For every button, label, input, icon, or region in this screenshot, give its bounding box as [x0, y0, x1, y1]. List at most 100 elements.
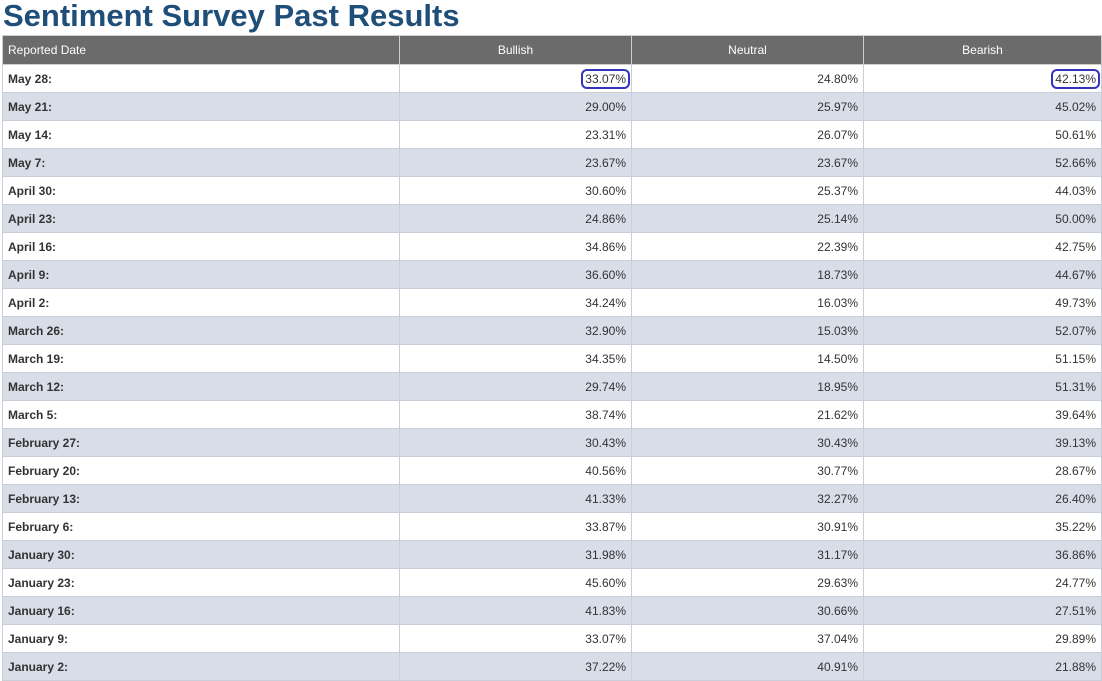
neutral-cell: 25.97%	[631, 92, 864, 121]
bullish-cell: 23.31%	[399, 120, 632, 149]
bullish-cell: 30.43%	[399, 428, 632, 457]
bullish-cell: 37.22%	[399, 652, 632, 681]
bullish-cell: 33.87%	[399, 512, 632, 541]
table-row: April 9: 36.60% 18.73% 44.67%	[2, 260, 1102, 289]
header-bullish: Bullish	[399, 35, 632, 65]
table-header-row: Reported Date Bullish Neutral Bearish	[2, 35, 1102, 65]
neutral-cell: 31.17%	[631, 540, 864, 569]
date-cell: February 6:	[2, 512, 400, 541]
bullish-cell: 34.35%	[399, 344, 632, 373]
bearish-cell: 24.77%	[863, 568, 1102, 597]
table-row: April 2: 34.24% 16.03% 49.73%	[2, 288, 1102, 317]
bearish-cell: 26.40%	[863, 484, 1102, 513]
neutral-cell: 30.77%	[631, 456, 864, 485]
bullish-cell: 30.60%	[399, 176, 632, 205]
bullish-cell: 31.98%	[399, 540, 632, 569]
table-row: March 12: 29.74% 18.95% 51.31%	[2, 372, 1102, 401]
neutral-cell: 22.39%	[631, 232, 864, 261]
bearish-cell: 36.86%	[863, 540, 1102, 569]
neutral-cell: 25.14%	[631, 204, 864, 233]
bullish-cell: 32.90%	[399, 316, 632, 345]
neutral-cell: 30.91%	[631, 512, 864, 541]
bearish-cell: 52.07%	[863, 316, 1102, 345]
results-table: Reported Date Bullish Neutral Bearish Ma…	[2, 35, 1102, 681]
neutral-cell: 30.43%	[631, 428, 864, 457]
bearish-cell: 50.61%	[863, 120, 1102, 149]
date-cell: April 2:	[2, 288, 400, 317]
page-title: Sentiment Survey Past Results	[3, 0, 460, 33]
neutral-cell: 26.07%	[631, 120, 864, 149]
table-row: March 26: 32.90% 15.03% 52.07%	[2, 316, 1102, 345]
neutral-cell: 25.37%	[631, 176, 864, 205]
date-cell: January 9:	[2, 624, 400, 653]
date-cell: March 12:	[2, 372, 400, 401]
date-cell: May 14:	[2, 120, 400, 149]
header-bearish: Bearish	[863, 35, 1102, 65]
table-row: February 20: 40.56% 30.77% 28.67%	[2, 456, 1102, 485]
bullish-cell: 33.07%	[399, 64, 632, 93]
neutral-cell: 18.95%	[631, 372, 864, 401]
bullish-cell: 41.83%	[399, 596, 632, 625]
bullish-cell: 41.33%	[399, 484, 632, 513]
neutral-cell: 30.66%	[631, 596, 864, 625]
date-cell: May 28:	[2, 64, 400, 93]
bearish-cell: 39.13%	[863, 428, 1102, 457]
bullish-cell: 45.60%	[399, 568, 632, 597]
date-cell: May 7:	[2, 148, 400, 177]
header-neutral: Neutral	[631, 35, 864, 65]
bearish-cell: 44.03%	[863, 176, 1102, 205]
table-row: March 19: 34.35% 14.50% 51.15%	[2, 344, 1102, 373]
bullish-cell: 34.24%	[399, 288, 632, 317]
table-row: January 23: 45.60% 29.63% 24.77%	[2, 568, 1102, 597]
table-row: January 16: 41.83% 30.66% 27.51%	[2, 596, 1102, 625]
neutral-cell: 23.67%	[631, 148, 864, 177]
bullish-cell: 34.86%	[399, 232, 632, 261]
neutral-cell: 16.03%	[631, 288, 864, 317]
table-row: May 28: 33.07% 24.80% 42.13%	[2, 64, 1102, 93]
bearish-cell: 49.73%	[863, 288, 1102, 317]
date-cell: January 16:	[2, 596, 400, 625]
date-cell: April 23:	[2, 204, 400, 233]
date-cell: April 9:	[2, 260, 400, 289]
bearish-cell: 45.02%	[863, 92, 1102, 121]
date-cell: March 5:	[2, 400, 400, 429]
date-cell: January 23:	[2, 568, 400, 597]
bullish-cell: 29.00%	[399, 92, 632, 121]
table-row: February 13: 41.33% 32.27% 26.40%	[2, 484, 1102, 513]
bullish-cell: 23.67%	[399, 148, 632, 177]
bearish-cell: 35.22%	[863, 512, 1102, 541]
bullish-cell: 36.60%	[399, 260, 632, 289]
bullish-cell: 38.74%	[399, 400, 632, 429]
neutral-cell: 29.63%	[631, 568, 864, 597]
neutral-cell: 21.62%	[631, 400, 864, 429]
neutral-cell: 18.73%	[631, 260, 864, 289]
neutral-cell: 24.80%	[631, 64, 864, 93]
bearish-cell: 21.88%	[863, 652, 1102, 681]
date-cell: May 21:	[2, 92, 400, 121]
bearish-cell: 42.75%	[863, 232, 1102, 261]
table-row: April 16: 34.86% 22.39% 42.75%	[2, 232, 1102, 261]
date-cell: March 26:	[2, 316, 400, 345]
neutral-cell: 32.27%	[631, 484, 864, 513]
bearish-cell: 51.15%	[863, 344, 1102, 373]
date-cell: January 30:	[2, 540, 400, 569]
table-row: January 2: 37.22% 40.91% 21.88%	[2, 652, 1102, 681]
date-cell: February 27:	[2, 428, 400, 457]
table-row: March 5: 38.74% 21.62% 39.64%	[2, 400, 1102, 429]
bullish-cell: 40.56%	[399, 456, 632, 485]
bullish-cell: 29.74%	[399, 372, 632, 401]
neutral-cell: 40.91%	[631, 652, 864, 681]
table-row: May 14: 23.31% 26.07% 50.61%	[2, 120, 1102, 149]
table-row: January 30: 31.98% 31.17% 36.86%	[2, 540, 1102, 569]
date-cell: April 16:	[2, 232, 400, 261]
bullish-cell: 33.07%	[399, 624, 632, 653]
highlight-circle: 42.13%	[1051, 68, 1100, 89]
bearish-cell: 42.13%	[863, 64, 1102, 93]
bearish-cell: 27.51%	[863, 596, 1102, 625]
bearish-cell: 28.67%	[863, 456, 1102, 485]
bearish-cell: 29.89%	[863, 624, 1102, 653]
bearish-cell: 51.31%	[863, 372, 1102, 401]
header-reported-date: Reported Date	[2, 35, 400, 65]
neutral-cell: 37.04%	[631, 624, 864, 653]
table-row: February 27: 30.43% 30.43% 39.13%	[2, 428, 1102, 457]
